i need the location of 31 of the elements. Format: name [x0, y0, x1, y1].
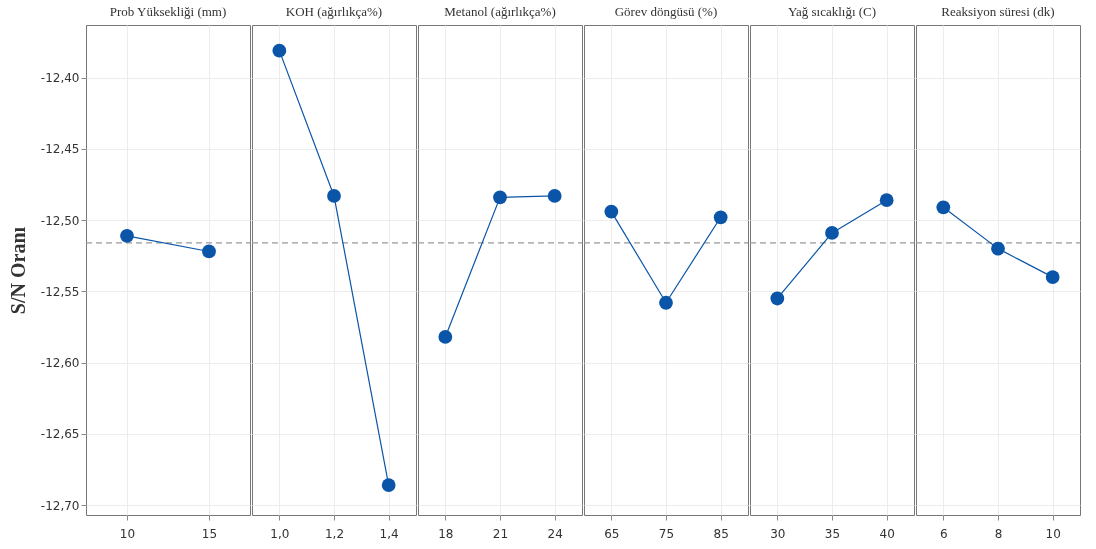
chart-title: Metanol (ağırlıkça%) [444, 4, 556, 19]
chart-title: Yağ sıcaklığı (C) [787, 4, 877, 19]
y-tick-label: -12,65 [40, 427, 80, 442]
y-axis-title: S/N Oranı [6, 226, 29, 315]
x-tick-label: 1,2 [324, 526, 345, 541]
y-tick-label: -12,50 [40, 213, 80, 228]
chart-title: KOH (ağırlıkça%) [285, 4, 383, 19]
x-tick-label: 65 [604, 526, 620, 541]
x-tick-label: 40 [879, 526, 895, 541]
y-tick-label: -12,70 [40, 498, 80, 513]
x-tick-label: 75 [658, 526, 675, 541]
y-tick-label: -12,40 [40, 71, 80, 86]
x-tick-label: 1,0 [270, 526, 290, 541]
y-tick-label: -12,45 [40, 142, 80, 157]
x-tick-label: 15 [201, 526, 218, 541]
y-tick-label: -12,60 [40, 356, 80, 371]
x-tick-label: 21 [492, 526, 509, 541]
chart-title: Prob Yüksekliği (mm) [109, 4, 227, 19]
x-tick-label: 30 [770, 526, 786, 541]
x-tick-label: 10 [119, 526, 136, 541]
chart-title: Görev döngüsü (%) [614, 4, 718, 19]
x-tick-label: 24 [547, 526, 563, 541]
x-tick-label: 10 [1045, 526, 1061, 541]
x-tick-label: 85 [713, 526, 729, 541]
x-tick-label: 18 [438, 526, 454, 541]
x-tick-label: 1,4 [379, 526, 399, 541]
chart-title: Reaksiyon süresi (dk) [941, 4, 1055, 19]
y-tick-label: -12,55 [40, 284, 80, 299]
x-tick-label: 35 [824, 526, 841, 541]
x-tick-label: 6 [940, 526, 948, 541]
x-tick-label: 8 [994, 526, 1003, 541]
